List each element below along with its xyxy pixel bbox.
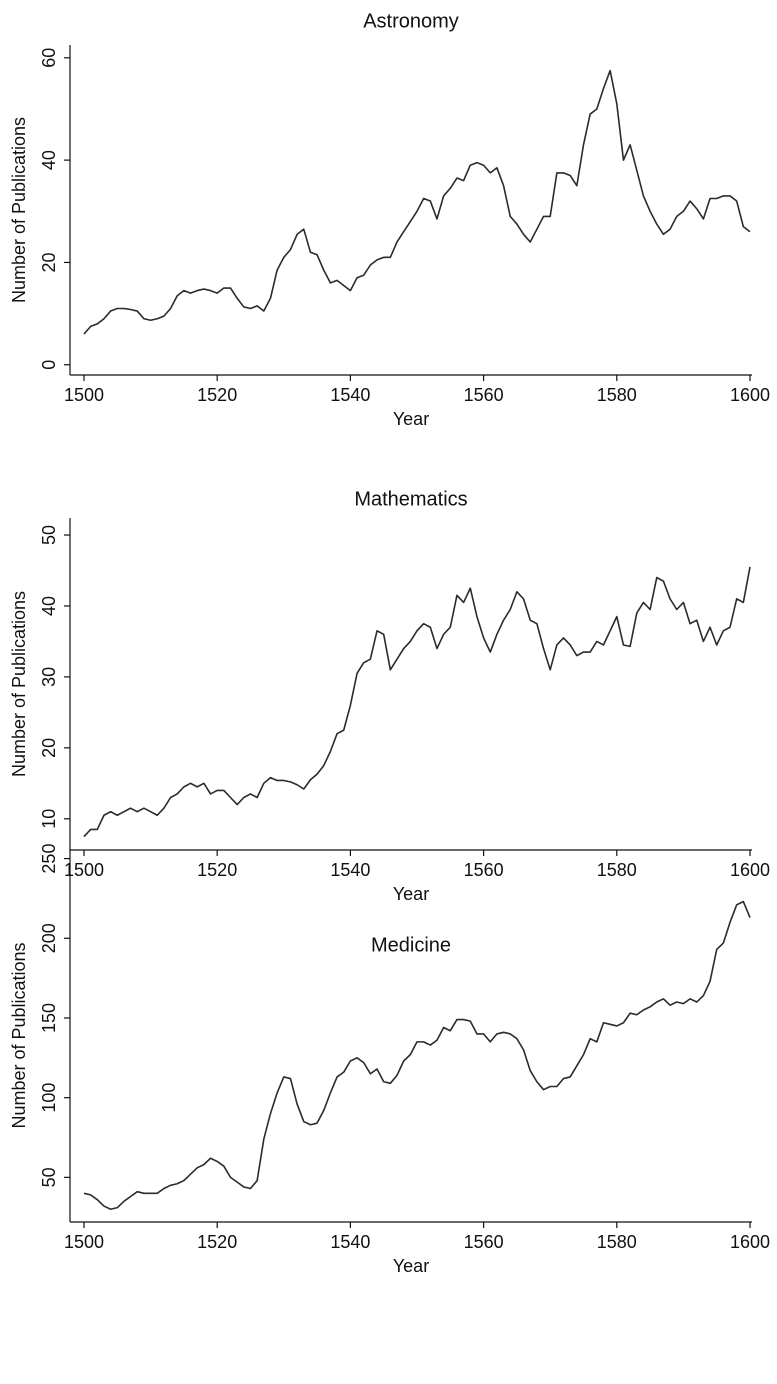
chart-title: Medicine xyxy=(371,934,451,956)
y-tick-label: 20 xyxy=(39,252,59,272)
chart-title: Mathematics xyxy=(354,488,467,510)
x-tick-label: 1540 xyxy=(330,1232,370,1252)
x-tick-label: 1560 xyxy=(464,860,504,880)
line-series xyxy=(83,900,751,1211)
x-tick-label: 1560 xyxy=(464,385,504,405)
y-tick-label: 0 xyxy=(39,360,59,370)
y-tick-label: 200 xyxy=(39,923,59,953)
y-axis-label: Number of Publications xyxy=(9,942,29,1128)
y-tick-label: 100 xyxy=(39,1083,59,1113)
y-tick-label: 10 xyxy=(39,809,59,829)
x-tick-label: 1520 xyxy=(197,860,237,880)
x-tick-label: 1580 xyxy=(597,860,637,880)
x-tick-label: 1600 xyxy=(730,1232,770,1252)
x-tick-label: 1580 xyxy=(597,1232,637,1252)
x-axis-label: Year xyxy=(393,1256,429,1276)
x-tick-label: 1600 xyxy=(730,385,770,405)
y-tick-label: 60 xyxy=(39,48,59,68)
x-axis-label: Year xyxy=(393,884,429,904)
y-tick-label: 40 xyxy=(39,596,59,616)
y-tick-label: 150 xyxy=(39,1003,59,1033)
x-tick-label: 1600 xyxy=(730,860,770,880)
x-tick-label: 1520 xyxy=(197,385,237,405)
line-series xyxy=(83,566,751,838)
x-tick-label: 1500 xyxy=(64,860,104,880)
y-axis-label: Number of Publications xyxy=(9,591,29,777)
y-tick-label: 50 xyxy=(39,1167,59,1187)
x-tick-label: 1540 xyxy=(330,860,370,880)
y-tick-label: 40 xyxy=(39,150,59,170)
x-tick-label: 1520 xyxy=(197,1232,237,1252)
y-axis-label: Number of Publications xyxy=(9,117,29,303)
x-tick-label: 1500 xyxy=(64,1232,104,1252)
x-tick-label: 1500 xyxy=(64,385,104,405)
y-tick-label: 20 xyxy=(39,738,59,758)
y-tick-label: 50 xyxy=(39,525,59,545)
y-tick-label: 250 xyxy=(39,844,59,874)
y-tick-label: 30 xyxy=(39,667,59,687)
x-axis-label: Year xyxy=(393,409,429,429)
line-series xyxy=(83,69,751,335)
chart-title: Astronomy xyxy=(363,10,459,32)
x-tick-label: 1560 xyxy=(464,1232,504,1252)
x-tick-label: 1540 xyxy=(330,385,370,405)
x-tick-label: 1580 xyxy=(597,385,637,405)
